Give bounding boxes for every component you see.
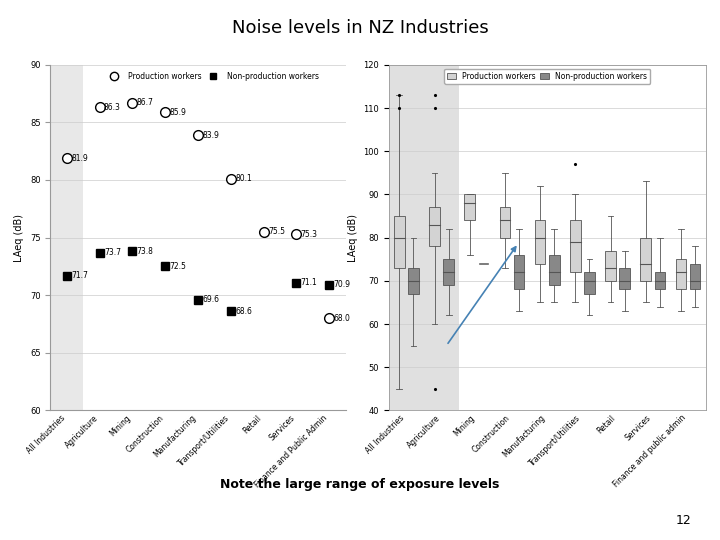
Bar — [514, 255, 524, 289]
Text: 86.3: 86.3 — [104, 103, 121, 112]
Y-axis label: LAeq (dB): LAeq (dB) — [14, 214, 24, 261]
Text: 75.5: 75.5 — [268, 227, 285, 237]
Text: 73.8: 73.8 — [137, 247, 153, 256]
Bar — [408, 268, 419, 294]
Text: 81.9: 81.9 — [71, 153, 88, 163]
Text: 68.0: 68.0 — [333, 314, 351, 323]
Bar — [675, 259, 686, 289]
Y-axis label: LAeq (dB): LAeq (dB) — [348, 214, 358, 261]
Bar — [654, 272, 665, 289]
Bar — [641, 238, 651, 281]
Text: 75.3: 75.3 — [301, 230, 318, 239]
Text: 85.9: 85.9 — [169, 107, 186, 117]
Bar — [549, 255, 559, 285]
Legend: Production workers, Non-production workers: Production workers, Non-production worke… — [104, 69, 322, 84]
Bar — [429, 207, 440, 246]
Bar — [50, 65, 84, 410]
Bar — [606, 251, 616, 281]
Bar — [570, 220, 580, 272]
Text: 86.7: 86.7 — [137, 98, 153, 107]
Text: 72.5: 72.5 — [169, 262, 186, 271]
Legend: Production workers, Non-production workers: Production workers, Non-production worke… — [444, 69, 650, 84]
Bar — [500, 207, 510, 238]
Bar — [464, 194, 475, 220]
Text: 70.9: 70.9 — [333, 280, 351, 289]
Text: 71.7: 71.7 — [71, 271, 88, 280]
Text: 69.6: 69.6 — [202, 295, 220, 305]
Bar — [619, 268, 630, 289]
Text: 12: 12 — [675, 514, 691, 526]
Bar — [389, 65, 459, 410]
Bar — [584, 272, 595, 294]
Text: 68.6: 68.6 — [235, 307, 252, 316]
Text: 73.7: 73.7 — [104, 248, 121, 257]
Text: Noise levels in NZ Industries: Noise levels in NZ Industries — [232, 19, 488, 37]
Text: 80.1: 80.1 — [235, 174, 252, 184]
Bar — [444, 259, 454, 285]
Text: 71.1: 71.1 — [301, 278, 318, 287]
Bar — [535, 220, 546, 264]
Bar — [690, 264, 701, 289]
Text: 83.9: 83.9 — [202, 131, 219, 139]
Text: Note the large range of exposure levels: Note the large range of exposure levels — [220, 478, 500, 491]
Bar — [394, 216, 405, 268]
